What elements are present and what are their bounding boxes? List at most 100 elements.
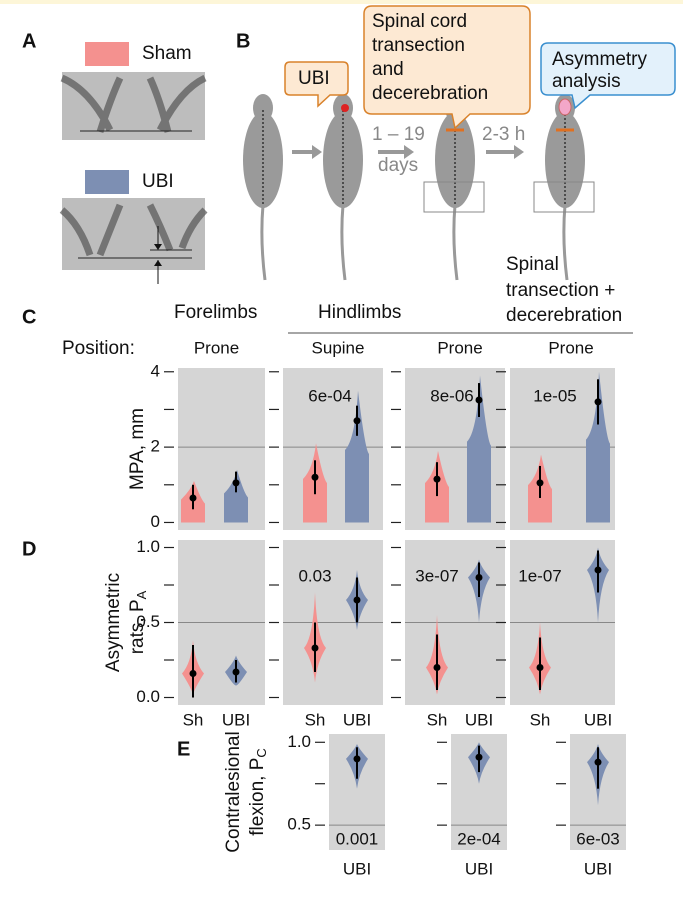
callout-text: and xyxy=(372,59,404,80)
rat-tail xyxy=(454,205,457,280)
ubi-label: UBI xyxy=(142,171,174,192)
p-value: 2e-04 xyxy=(457,829,500,848)
panel-label: E xyxy=(177,738,190,760)
rat-tail xyxy=(262,205,265,280)
p-value: 8e-06 xyxy=(430,386,473,405)
y-axis-label-text: rats, P xyxy=(127,599,148,654)
callout-text: UBI xyxy=(298,68,330,89)
position-label: Position: xyxy=(62,338,135,359)
median-point xyxy=(476,574,483,581)
y-tick-label: 2 xyxy=(151,437,160,456)
column-header: Hindlimbs xyxy=(318,302,401,323)
median-point xyxy=(354,417,361,424)
p-value: 3e-07 xyxy=(415,566,458,585)
rat-head xyxy=(253,94,273,122)
median-point xyxy=(595,567,602,574)
position: Prone xyxy=(194,338,239,357)
panel-label: D xyxy=(22,538,36,560)
x-label: UBI xyxy=(584,710,612,729)
median-point xyxy=(354,597,361,604)
column-header: decerebration xyxy=(506,305,622,326)
y-tick-label: 0.5 xyxy=(287,815,311,834)
x-label: UBI xyxy=(222,710,250,729)
y-axis-label: MPA, mm xyxy=(127,408,148,490)
interval-text: 2-3 h xyxy=(482,124,525,145)
median-point xyxy=(476,754,483,761)
rat-schematics xyxy=(243,94,594,280)
sham-swatch xyxy=(85,42,129,66)
column-header: Forelimbs xyxy=(174,302,257,323)
median-point xyxy=(595,759,602,766)
x-label: UBI xyxy=(343,710,371,729)
position: Prone xyxy=(437,338,482,357)
x-label: Sh xyxy=(183,710,204,729)
rat-tail xyxy=(564,205,567,280)
y-axis-label-subscript: A xyxy=(134,590,149,599)
ubi-swatch xyxy=(85,170,129,194)
median-point xyxy=(354,755,361,762)
plots: Prone Supine Prone Prone 0 2 4 6e-04 8e-06 1e-05 M… xyxy=(103,338,626,878)
rat-tail xyxy=(342,205,345,280)
p-value: 6e-03 xyxy=(576,829,619,848)
decerebration xyxy=(559,99,571,115)
callout-text: Asymmetry xyxy=(552,49,648,70)
median-point xyxy=(190,670,197,677)
page: { "panel_labels": ["A", "B", "C", "D", "… xyxy=(0,0,683,900)
ubi-photo xyxy=(62,198,205,284)
median-point xyxy=(537,664,544,671)
p-value: 6e-04 xyxy=(308,386,351,405)
y-tick-label: 0.0 xyxy=(136,687,160,706)
callout-text: Spinal cord xyxy=(372,11,467,32)
y-tick-label: 0 xyxy=(151,512,160,531)
y-axis-label-subscript: C xyxy=(254,748,269,757)
x-label: UBI xyxy=(465,859,493,878)
position: Prone xyxy=(548,338,593,357)
lesion xyxy=(341,104,349,112)
p-value: 1e-07 xyxy=(518,566,561,585)
y-tick-label: 1.0 xyxy=(136,537,160,556)
position: Supine xyxy=(312,338,365,357)
y-axis-label-text: Contralesional xyxy=(223,731,244,852)
median-point xyxy=(312,474,319,481)
p-value: 0.03 xyxy=(298,566,331,585)
median-point xyxy=(537,479,544,486)
y-axis-label-text: flexion, P xyxy=(247,758,268,836)
x-label: UBI xyxy=(584,859,612,878)
callout-text: transection xyxy=(372,35,465,56)
y-tick-label: 1.0 xyxy=(287,732,311,751)
y-tick-label: 4 xyxy=(151,361,160,380)
x-label: UBI xyxy=(465,710,493,729)
transection-callout: Spinal cord transection and decerebratio… xyxy=(364,6,530,128)
interval-text: days xyxy=(378,155,418,176)
median-point xyxy=(595,398,602,405)
median-point xyxy=(434,476,441,483)
panel-label: B xyxy=(236,30,250,52)
panel-label: A xyxy=(22,30,36,52)
median-point xyxy=(434,664,441,671)
figure: A Sham UBI B UBI Spinal cord transection… xyxy=(0,0,683,900)
callout-text: analysis xyxy=(552,71,621,92)
x-label: UBI xyxy=(343,859,371,878)
median-point xyxy=(312,645,319,652)
callout-text: decerebration xyxy=(372,83,488,104)
sham-label: Sham xyxy=(142,43,192,64)
median-point xyxy=(190,494,197,501)
y-axis-label-text: Asymmetric xyxy=(103,573,124,672)
panel-label: C xyxy=(22,306,36,328)
y-axis-label: rats, PA xyxy=(127,590,149,654)
x-label: Sh xyxy=(530,710,551,729)
p-value: 0.001 xyxy=(336,829,379,848)
x-label: Sh xyxy=(427,710,448,729)
y-axis-label: Contralesional xyxy=(223,731,244,852)
median-point xyxy=(476,397,483,404)
interval-text: 1 – 19 xyxy=(372,124,425,145)
column-header: Spinal xyxy=(506,254,559,275)
y-axis-label: flexion, PC xyxy=(247,748,269,836)
y-axis-label-text: MPA, mm xyxy=(127,408,148,490)
x-label: Sh xyxy=(305,710,326,729)
top-strip xyxy=(0,0,683,4)
y-axis-label: Asymmetric xyxy=(103,573,124,672)
column-header: transection + xyxy=(506,280,615,301)
sham-photo xyxy=(62,72,205,140)
p-value: 1e-05 xyxy=(533,386,576,405)
